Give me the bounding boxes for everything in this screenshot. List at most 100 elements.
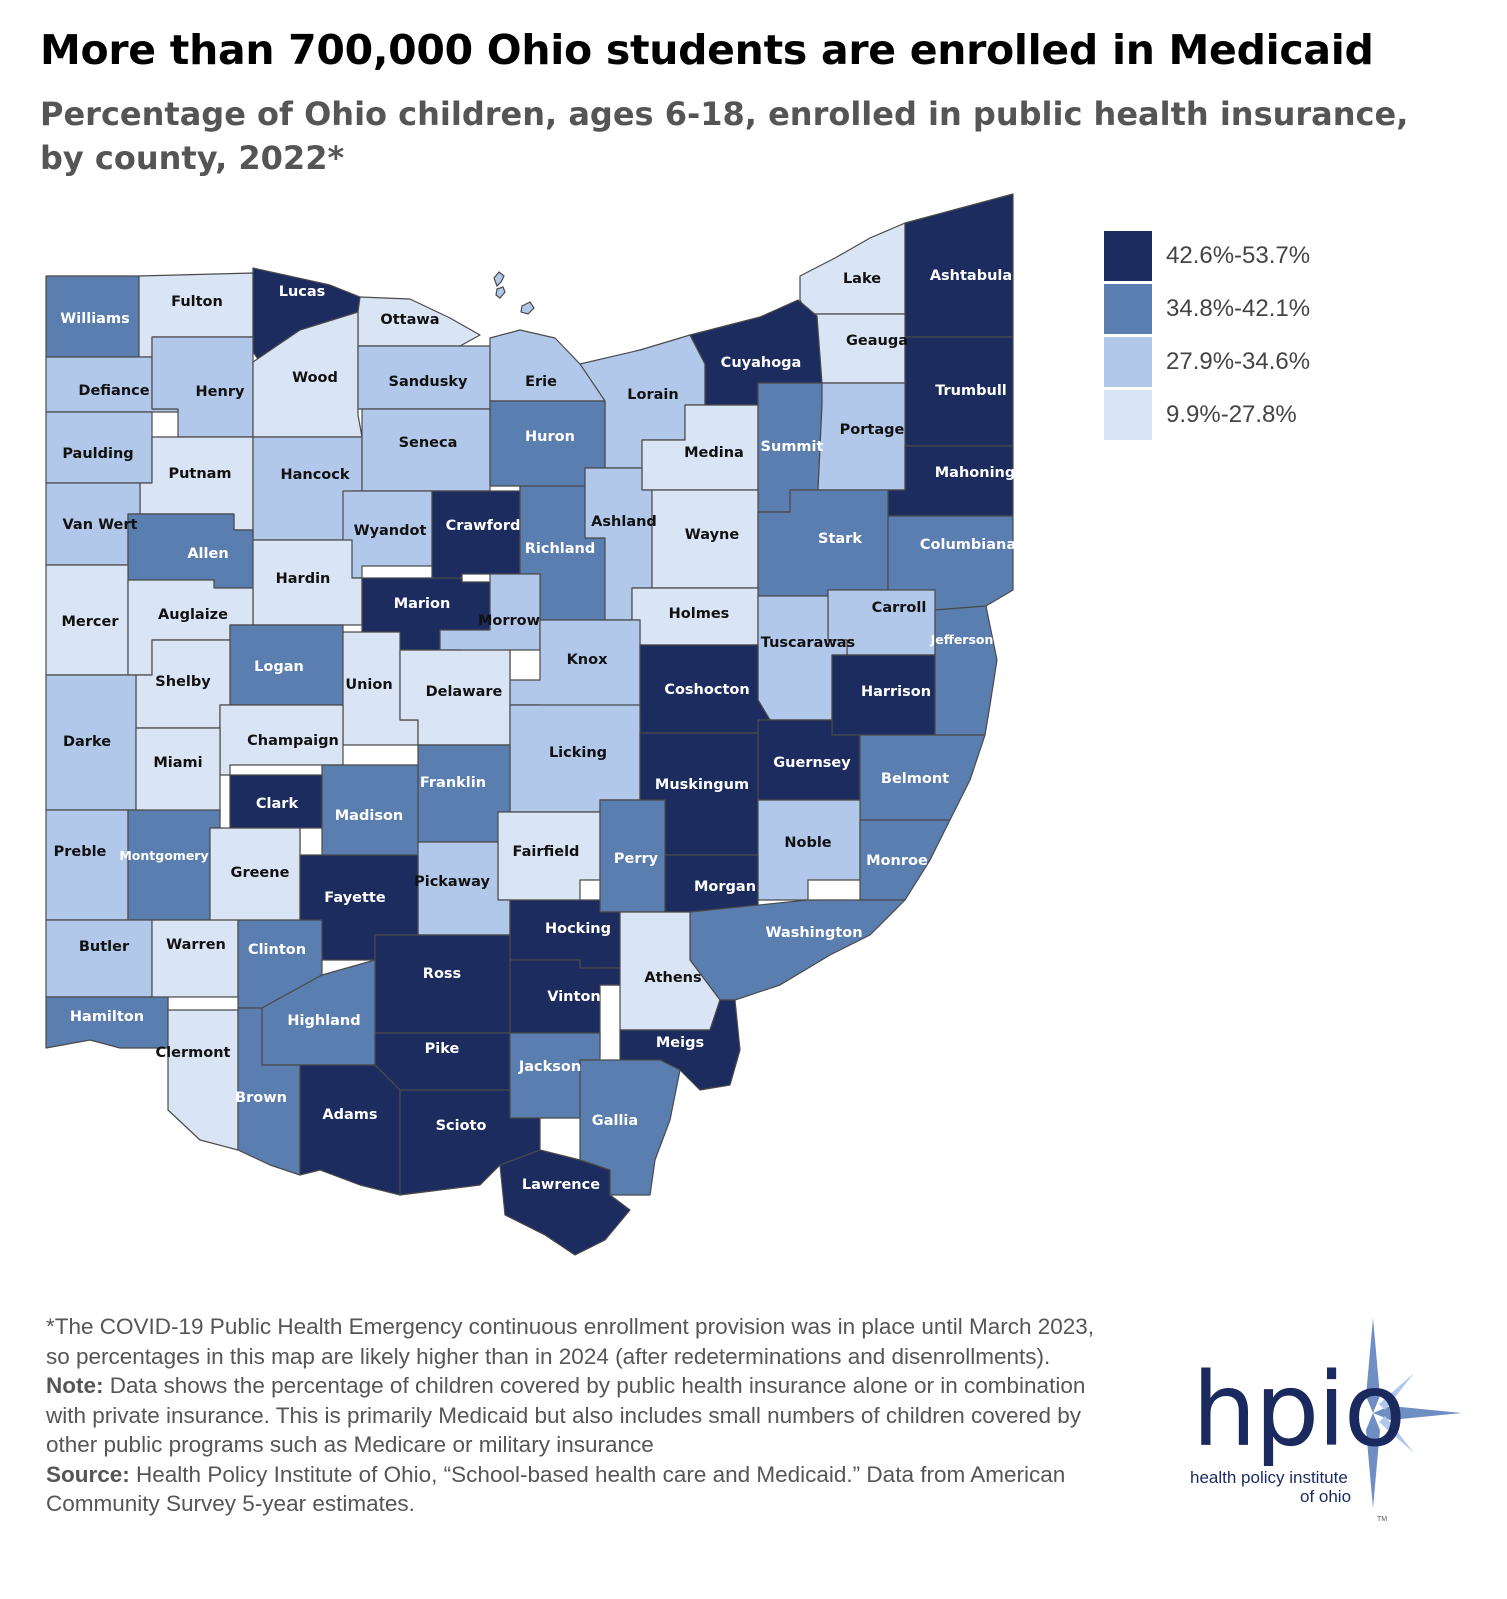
county-label-van-wert: Van Wert (63, 517, 138, 533)
legend-item: 42.6%-53.7% (1104, 230, 1310, 282)
county-label-auglaize: Auglaize (158, 607, 228, 623)
legend-label: 27.9%-34.6% (1166, 348, 1311, 375)
legend-swatch (1104, 390, 1152, 440)
compass-star-icon (1366, 1318, 1462, 1508)
county-label-columbiana: Columbiana (920, 537, 1016, 553)
county-label-highland: Highland (287, 1013, 360, 1029)
county-label-montgomery: Montgomery (119, 848, 208, 863)
county-label-trumbull: Trumbull (935, 383, 1007, 399)
county-label-athens: Athens (644, 970, 701, 986)
page-subtitle: Percentage of Ohio children, ages 6-18, … (40, 95, 1409, 177)
county-lake (799, 222, 906, 315)
footnote-text: *The COVID-19 Public Health Emergency co… (46, 1314, 1095, 1369)
county-miami (135, 727, 221, 819)
county-label-meigs: Meigs (656, 1035, 704, 1051)
island-shape (520, 301, 535, 315)
page-title: More than 700,000 Ohio students are enro… (40, 26, 1374, 74)
county-label-ashland: Ashland (591, 514, 657, 530)
county-label-noble: Noble (784, 835, 831, 851)
county-jefferson (934, 605, 998, 736)
county-label-perry: Perry (614, 851, 659, 867)
county-label-fairfield: Fairfield (513, 844, 580, 860)
legend-item: 27.9%-34.6% (1104, 336, 1310, 388)
county-label-henry: Henry (196, 384, 245, 400)
county-label-hamilton: Hamilton (70, 1009, 144, 1025)
county-label-jackson: Jackson (518, 1059, 581, 1075)
county-label-vinton: Vinton (547, 989, 600, 1005)
county-label-ottawa: Ottawa (380, 312, 439, 328)
legend-swatch (1104, 231, 1152, 281)
hpio-logo: hpio health policy institute of ohio TM (1180, 1318, 1500, 1548)
note-paragraph: Note: Data shows the percentage of child… (46, 1371, 1121, 1460)
county-label-portage: Portage (840, 422, 905, 438)
county-label-muskingum: Muskingum (655, 777, 749, 793)
county-label-guernsey: Guernsey (773, 755, 851, 771)
county-label-cuyahoga: Cuyahoga (721, 355, 802, 371)
legend-label: 42.6%-53.7% (1166, 242, 1311, 269)
county-label-lorain: Lorain (627, 387, 678, 403)
county-label-pike: Pike (425, 1041, 460, 1057)
county-label-mahoning: Mahoning (935, 465, 1016, 481)
county-label-union: Union (345, 677, 392, 693)
county-lawrence (499, 1149, 631, 1256)
county-label-morrow: Morrow (478, 613, 540, 629)
county-ashtabula (904, 193, 1014, 338)
county-adams (299, 1064, 401, 1196)
county-label-lake: Lake (843, 271, 881, 287)
source-label: Source: (46, 1461, 130, 1487)
trademark-mark: TM (1377, 1516, 1388, 1523)
county-label-carroll: Carroll (872, 600, 927, 616)
county-label-huron: Huron (525, 429, 575, 445)
county-label-morgan: Morgan (694, 879, 756, 895)
county-label-warren: Warren (166, 937, 226, 953)
county-crawford (431, 490, 521, 583)
county-label-putnam: Putnam (168, 466, 231, 482)
county-label-knox: Knox (567, 652, 609, 668)
logo-tagline: of ohio (1300, 1487, 1352, 1506)
county-label-lawrence: Lawrence (522, 1177, 600, 1193)
legend-swatch (1104, 337, 1152, 387)
county-label-preble: Preble (54, 844, 107, 860)
county-mahoning (887, 445, 1014, 517)
county-label-geauga: Geauga (846, 333, 908, 349)
legend-label: 34.8%-42.1% (1166, 295, 1311, 322)
legend-label: 9.9%-27.8% (1166, 401, 1297, 428)
county-label-delaware: Delaware (426, 684, 503, 700)
island-shape (493, 271, 505, 288)
county-label-williams: Williams (60, 311, 129, 327)
county-label-clinton: Clinton (248, 942, 306, 958)
county-label-ashtabula: Ashtabula (930, 268, 1012, 284)
county-clermont (167, 1009, 239, 1151)
county-monroe (859, 819, 951, 901)
county-label-logan: Logan (254, 659, 304, 675)
map-legend: 42.6%-53.7% 34.8%-42.1% 27.9%-34.6% 9.9%… (1104, 230, 1310, 442)
legend-swatch (1104, 284, 1152, 334)
county-label-pickaway: Pickaway (414, 874, 490, 890)
county-label-lucas: Lucas (279, 284, 326, 300)
note-label: Note: (46, 1373, 104, 1398)
logo-tagline: health policy institute (1190, 1468, 1348, 1487)
county-label-harrison: Harrison (861, 684, 931, 700)
county-label-scioto: Scioto (436, 1118, 487, 1134)
county-label-wood: Wood (292, 370, 338, 386)
county-label-richland: Richland (525, 541, 596, 557)
county-label-wyandot: Wyandot (354, 523, 427, 539)
county-label-coshocton: Coshocton (664, 682, 749, 698)
county-label-tuscarawas: Tuscarawas (761, 635, 855, 651)
county-label-fayette: Fayette (324, 890, 386, 906)
county-label-defiance: Defiance (78, 383, 149, 399)
county-label-erie: Erie (525, 374, 557, 390)
county-label-franklin: Franklin (420, 775, 486, 791)
county-franklin (417, 744, 511, 843)
county-label-summit: Summit (761, 439, 824, 455)
county-label-allen: Allen (187, 546, 228, 562)
county-label-crawford: Crawford (446, 518, 521, 534)
county-label-shelby: Shelby (155, 674, 211, 690)
county-label-adams: Adams (322, 1107, 377, 1123)
logo-wordmark: hpio (1192, 1351, 1406, 1470)
county-label-clermont: Clermont (156, 1045, 231, 1061)
county-label-hancock: Hancock (280, 467, 349, 483)
county-label-belmont: Belmont (881, 771, 949, 787)
county-label-medina: Medina (684, 445, 744, 461)
county-label-champaign: Champaign (247, 733, 339, 749)
